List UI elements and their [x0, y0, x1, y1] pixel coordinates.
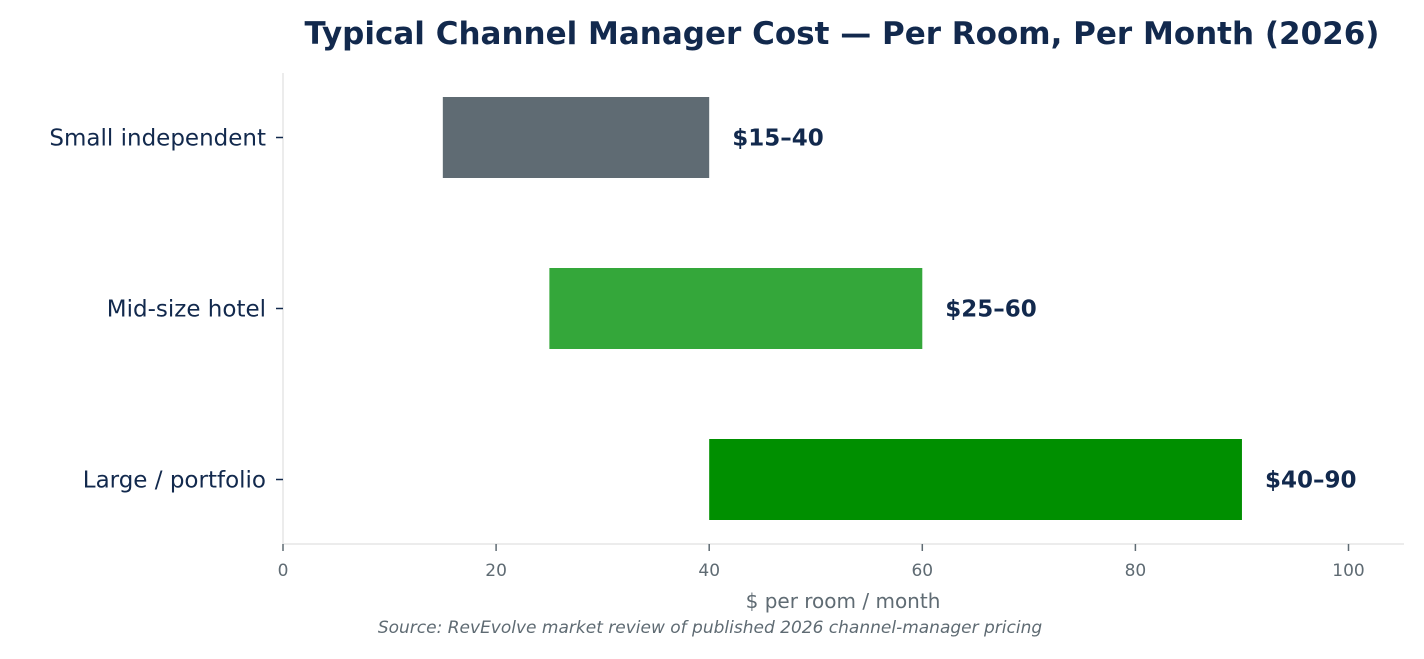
- value-label-0: $15–40: [732, 126, 824, 152]
- value-label-2: $40–90: [1265, 468, 1357, 494]
- bar-0: [442, 97, 710, 178]
- x-tick-label-4: 80: [1125, 561, 1147, 581]
- bar-1: [549, 268, 923, 349]
- x-tick-label-2: 40: [698, 561, 720, 581]
- x-tick-label-5: 100: [1332, 561, 1364, 581]
- bars: $15–40 $25–60 $40–90: [442, 97, 1357, 520]
- x-tick-label-0: 0: [278, 561, 289, 581]
- bar-2: [709, 439, 1242, 520]
- x-ticks: 0 20 40 60 80 100: [278, 544, 1365, 581]
- y-ticks: Small independent Mid-size hotel Large / p…: [49, 126, 283, 494]
- chart-title: Typical Channel Manager Cost — Per Room,…: [305, 16, 1380, 52]
- x-tick-label-1: 20: [485, 561, 507, 581]
- x-axis-label: $ per room / month: [746, 589, 941, 613]
- y-tick-label-2: Large / portfolio: [83, 468, 266, 494]
- y-tick-label-1: Mid-size hotel: [107, 297, 266, 323]
- x-tick-label-3: 60: [911, 561, 933, 581]
- value-label-1: $25–60: [945, 297, 1037, 323]
- y-tick-label-0: Small independent: [49, 126, 266, 152]
- source-note: Source: RevEvolve market review of publi…: [378, 618, 1043, 638]
